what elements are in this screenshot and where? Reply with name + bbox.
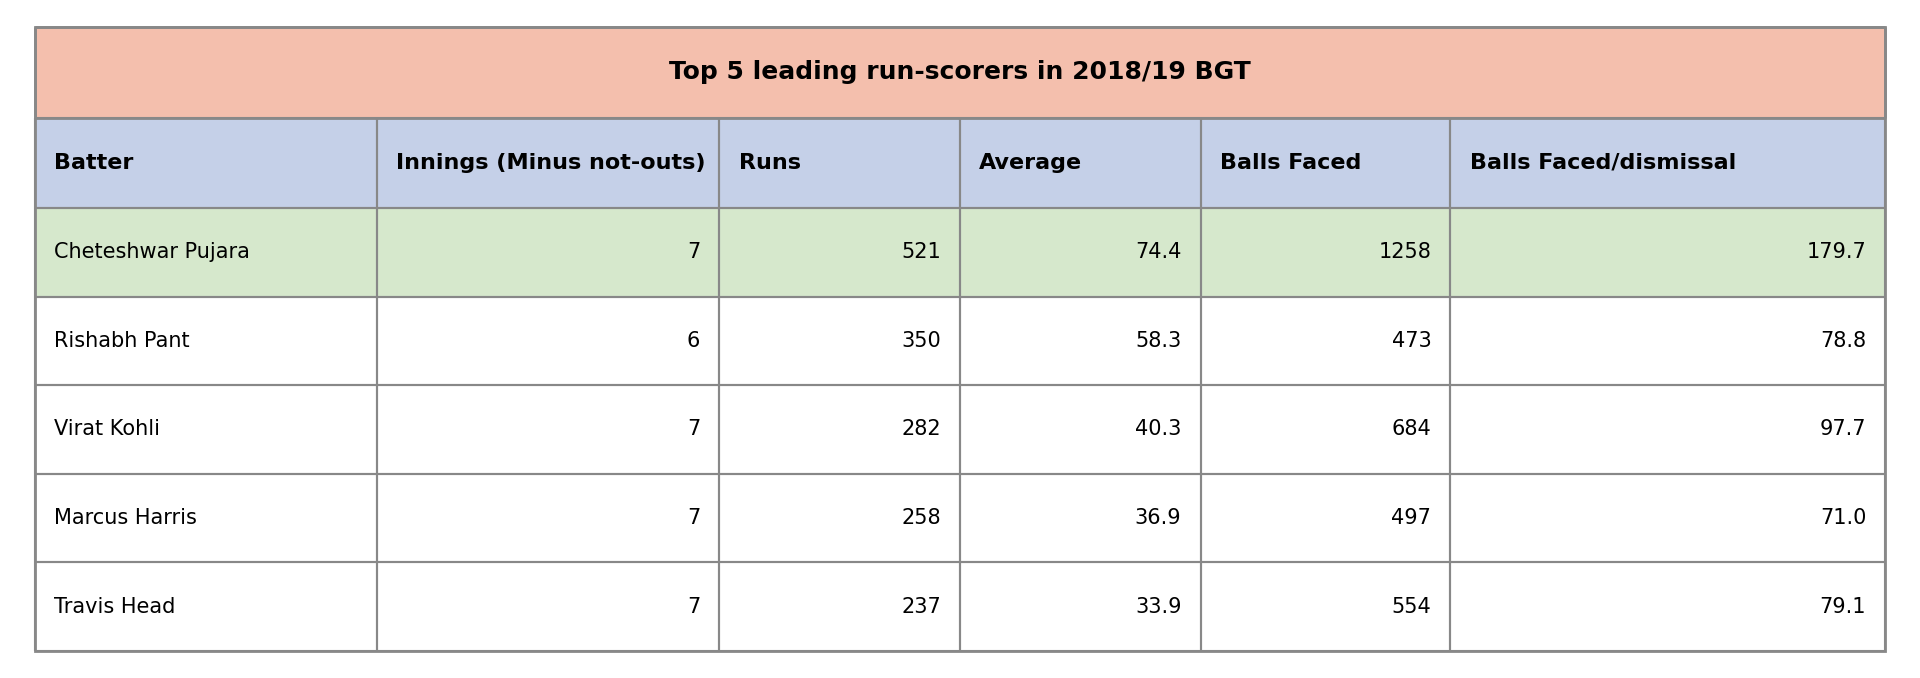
- Text: 40.3: 40.3: [1135, 420, 1181, 439]
- Bar: [720, 117, 960, 208]
- Bar: [960, 296, 1200, 385]
- Text: Innings (Minus not-outs): Innings (Minus not-outs): [396, 153, 707, 173]
- Text: 58.3: 58.3: [1135, 331, 1181, 351]
- Text: 7: 7: [687, 597, 701, 616]
- Text: 7: 7: [687, 508, 701, 528]
- Text: Balls Faced/dismissal: Balls Faced/dismissal: [1469, 153, 1736, 173]
- Text: Rishabh Pant: Rishabh Pant: [54, 331, 190, 351]
- Bar: [35, 117, 376, 208]
- Bar: [35, 385, 376, 474]
- Text: 521: 521: [900, 242, 941, 262]
- Text: 258: 258: [900, 508, 941, 528]
- Text: Virat Kohli: Virat Kohli: [54, 420, 159, 439]
- Bar: [720, 562, 960, 651]
- Bar: [720, 474, 960, 562]
- Bar: [376, 385, 720, 474]
- Bar: [376, 208, 720, 296]
- Bar: [1450, 296, 1885, 385]
- Bar: [960, 208, 1200, 296]
- Bar: [376, 562, 720, 651]
- Text: 7: 7: [687, 242, 701, 262]
- Bar: [1200, 296, 1450, 385]
- Bar: [1450, 117, 1885, 208]
- Bar: [35, 27, 1885, 117]
- Bar: [960, 562, 1200, 651]
- Bar: [720, 296, 960, 385]
- Text: 74.4: 74.4: [1135, 242, 1181, 262]
- Bar: [1450, 208, 1885, 296]
- Text: Average: Average: [979, 153, 1083, 173]
- Bar: [720, 208, 960, 296]
- Bar: [960, 474, 1200, 562]
- Bar: [960, 385, 1200, 474]
- Text: 497: 497: [1392, 508, 1430, 528]
- Bar: [376, 474, 720, 562]
- Bar: [1450, 385, 1885, 474]
- Bar: [376, 117, 720, 208]
- Text: 237: 237: [900, 597, 941, 616]
- Bar: [35, 208, 376, 296]
- Text: Cheteshwar Pujara: Cheteshwar Pujara: [54, 242, 250, 262]
- Text: 71.0: 71.0: [1820, 508, 1866, 528]
- Text: 7: 7: [687, 420, 701, 439]
- Bar: [35, 474, 376, 562]
- Text: 79.1: 79.1: [1820, 597, 1866, 616]
- Text: 36.9: 36.9: [1135, 508, 1181, 528]
- Text: 350: 350: [900, 331, 941, 351]
- Text: Top 5 leading run-scorers in 2018/19 BGT: Top 5 leading run-scorers in 2018/19 BGT: [670, 60, 1250, 84]
- Text: 282: 282: [900, 420, 941, 439]
- Bar: [1200, 474, 1450, 562]
- Text: Runs: Runs: [739, 153, 801, 173]
- Text: 179.7: 179.7: [1807, 242, 1866, 262]
- Text: Batter: Batter: [54, 153, 132, 173]
- Text: Marcus Harris: Marcus Harris: [54, 508, 196, 528]
- Bar: [1450, 562, 1885, 651]
- Bar: [1450, 474, 1885, 562]
- Text: 684: 684: [1392, 420, 1430, 439]
- Bar: [1200, 117, 1450, 208]
- Text: 554: 554: [1392, 597, 1430, 616]
- Text: 78.8: 78.8: [1820, 331, 1866, 351]
- Text: 1258: 1258: [1379, 242, 1430, 262]
- Bar: [720, 385, 960, 474]
- Bar: [35, 296, 376, 385]
- Bar: [376, 296, 720, 385]
- Text: 6: 6: [687, 331, 701, 351]
- Text: 33.9: 33.9: [1135, 597, 1181, 616]
- Text: Balls Faced: Balls Faced: [1219, 153, 1361, 173]
- Text: Travis Head: Travis Head: [54, 597, 175, 616]
- Bar: [35, 562, 376, 651]
- Bar: [1200, 385, 1450, 474]
- Text: 473: 473: [1392, 331, 1430, 351]
- Bar: [960, 117, 1200, 208]
- Bar: [1200, 562, 1450, 651]
- Bar: [1200, 208, 1450, 296]
- Text: 97.7: 97.7: [1820, 420, 1866, 439]
